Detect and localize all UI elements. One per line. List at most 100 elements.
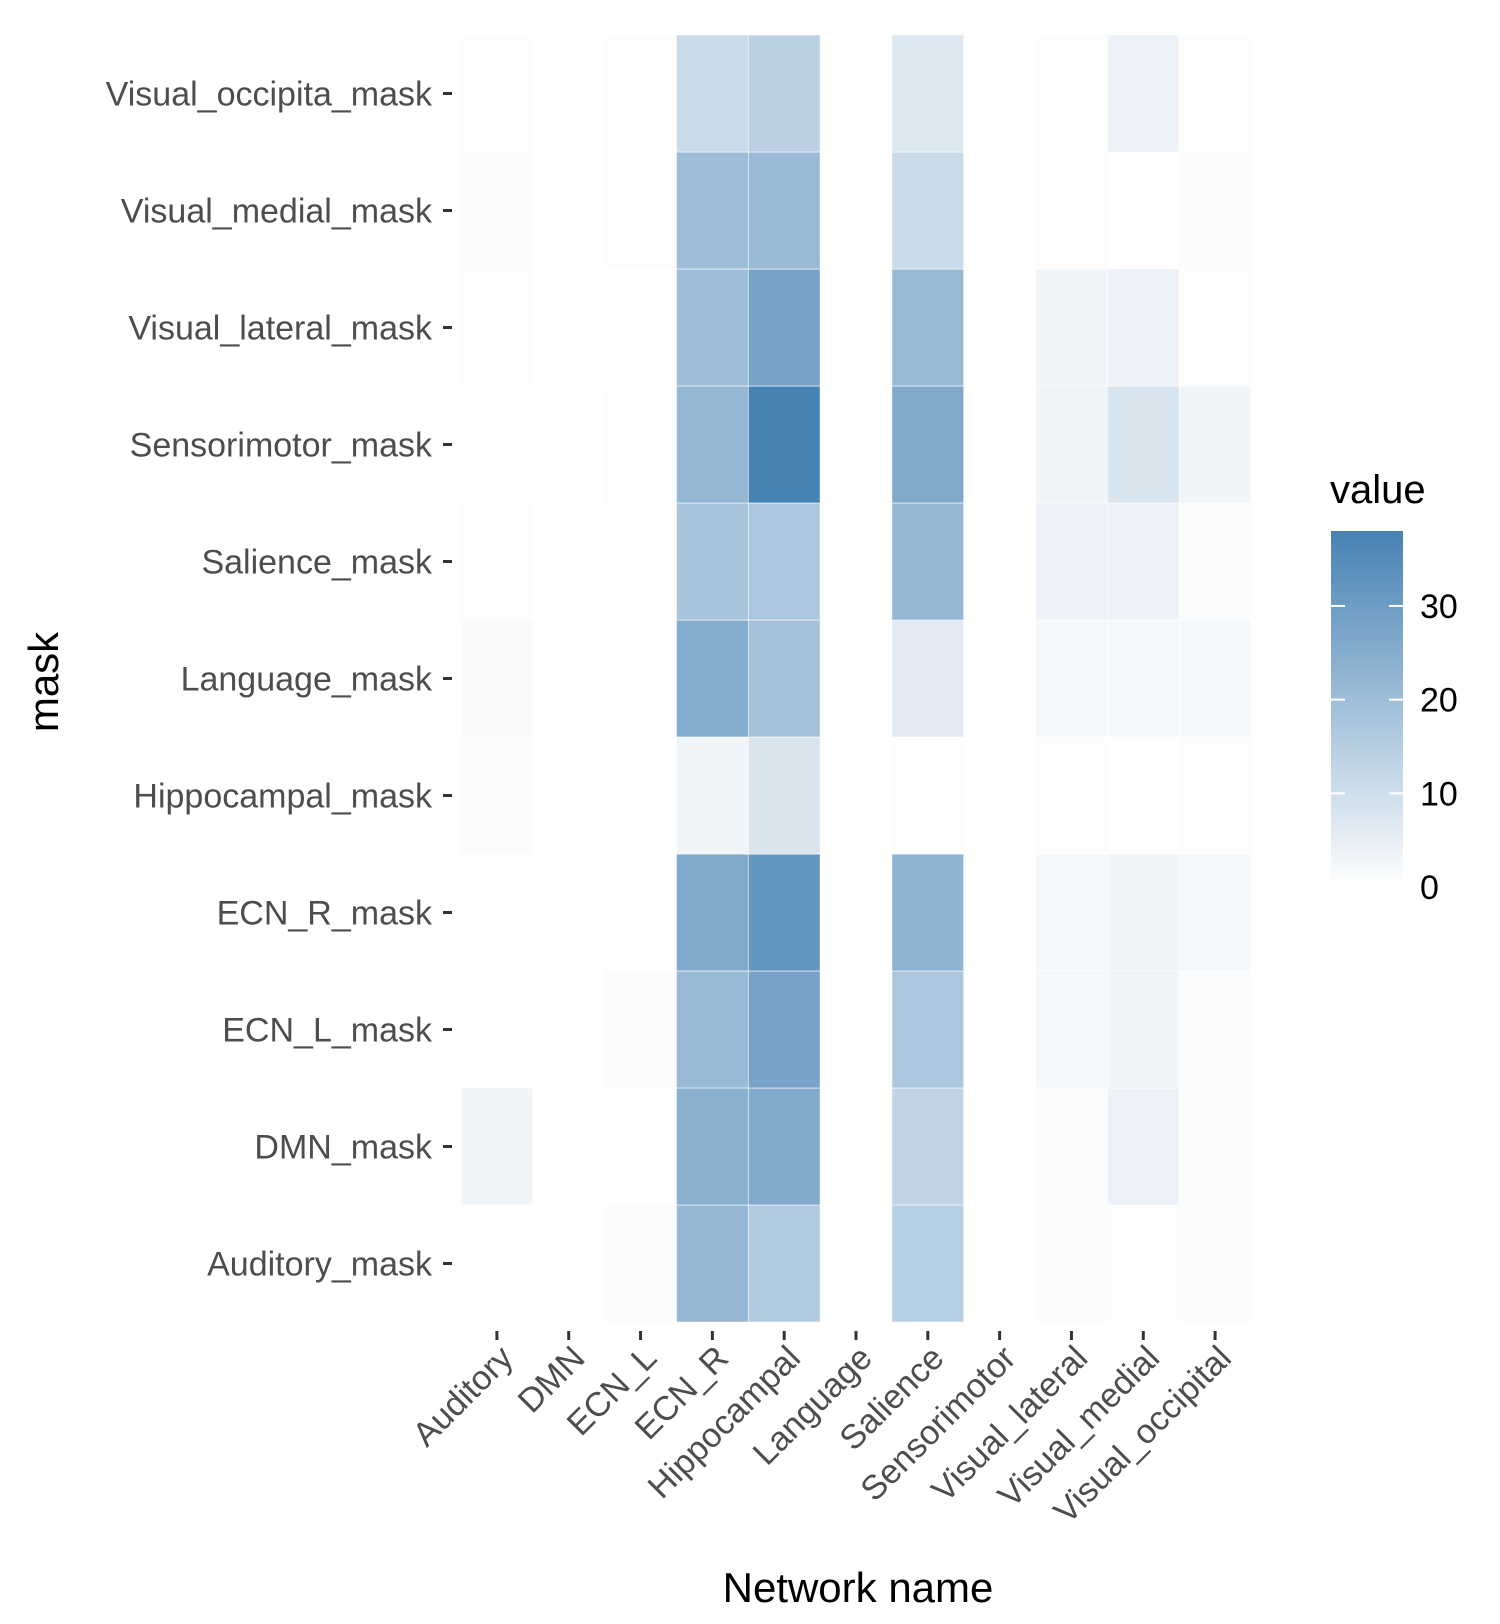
heatmap-cell	[676, 151, 749, 270]
heatmap-cell	[1035, 268, 1108, 387]
heatmap-cell	[1035, 970, 1108, 1089]
heatmap-cell	[1107, 1204, 1180, 1323]
heatmap-cell	[1035, 736, 1108, 855]
x-axis-title: Network name	[723, 1564, 994, 1611]
heatmap-cell	[460, 619, 534, 738]
heatmap-cell	[1178, 1087, 1252, 1206]
heatmap-cell	[676, 619, 749, 738]
legend-tick-label: 20	[1420, 682, 1458, 720]
heatmap-cell	[1035, 34, 1108, 153]
legend-tick-label: 0	[1420, 869, 1439, 907]
heatmap-cell	[1178, 736, 1252, 855]
heatmap-cell	[604, 970, 677, 1089]
heatmap-cell	[747, 1204, 821, 1323]
x-tick-label: Auditory	[405, 1339, 520, 1454]
heatmap-cell	[1035, 619, 1108, 738]
heatmap-cell	[891, 619, 965, 738]
heatmap-cell	[676, 502, 749, 621]
heatmap-cell	[1178, 970, 1252, 1089]
heatmap-cell	[676, 1087, 749, 1206]
heatmap-cell	[747, 1087, 821, 1206]
heatmap-cell	[676, 970, 749, 1089]
heatmap-cell	[676, 385, 749, 504]
heatmap-cell	[1178, 151, 1252, 270]
y-tick-label: Sensorimotor_mask	[130, 427, 433, 465]
y-tick-label: Language_mask	[181, 661, 433, 699]
color-legend: value 0 10 20 30	[1330, 468, 1458, 907]
y-axis-title: mask	[20, 631, 67, 732]
x-axis: AuditoryDMNECN_LECN_RHippocampalLanguage…	[405, 1331, 1239, 1531]
heatmap-cell	[891, 268, 965, 387]
heatmap-cell	[1178, 385, 1252, 504]
heatmap-cell	[1178, 268, 1252, 387]
heatmap-cell	[676, 853, 749, 972]
heatmap-cell	[747, 853, 821, 972]
heatmap-cell	[460, 736, 534, 855]
heatmap-cell	[1178, 502, 1252, 621]
heatmap-cell	[460, 34, 534, 153]
heatmap-cell	[1035, 151, 1108, 270]
heatmap-cell	[1178, 619, 1252, 738]
heatmap-cell	[1035, 1087, 1108, 1206]
heatmap-cell	[604, 34, 677, 153]
heatmap-cell	[891, 970, 965, 1089]
heatmap-cell	[747, 151, 821, 270]
heatmap-cell	[460, 268, 534, 387]
heatmap-cell	[1107, 34, 1180, 153]
heatmap-cell	[747, 34, 821, 153]
heatmap-cell	[747, 385, 821, 504]
heatmap-cell	[891, 34, 965, 153]
heatmap-cell	[1035, 502, 1108, 621]
heatmap-cells	[460, 34, 1252, 1323]
heatmap-cell	[891, 1087, 965, 1206]
y-axis: Auditory_mask DMN_mask ECN_L_mask ECN_R_mas…	[106, 76, 452, 1284]
legend-title: value	[1330, 468, 1426, 512]
heatmap-cell	[1107, 502, 1180, 621]
heatmap-cell	[1107, 1087, 1180, 1206]
heatmap-cell	[1107, 385, 1180, 504]
y-tick-label: ECN_L_mask	[222, 1012, 433, 1050]
heatmap-cell	[1107, 619, 1180, 738]
heatmap-cell	[1107, 970, 1180, 1089]
heatmap-cell	[891, 502, 965, 621]
heatmap-cell	[604, 151, 677, 270]
y-tick-label: Hippocampal_mask	[133, 778, 433, 816]
y-tick-label: Visual_medial_mask	[121, 193, 433, 231]
heatmap-cell	[1035, 385, 1108, 504]
heatmap-cell	[1035, 853, 1108, 972]
y-tick-label: Visual_occipita_mask	[106, 76, 433, 114]
heatmap-cell	[747, 736, 821, 855]
heatmap-cell	[604, 385, 677, 504]
heatmap-cell	[460, 151, 534, 270]
heatmap-cell	[891, 385, 965, 504]
heatmap-cell	[747, 619, 821, 738]
legend-colorbar	[1331, 531, 1403, 887]
heatmap-cell	[676, 268, 749, 387]
heatmap-cell	[747, 502, 821, 621]
heatmap-cell	[460, 1087, 534, 1206]
heatmap-cell	[891, 736, 965, 855]
heatmap-cell	[1107, 268, 1180, 387]
legend-tick-label: 10	[1420, 775, 1458, 813]
y-tick-label: Visual_lateral_mask	[128, 310, 433, 348]
y-tick-label: DMN_mask	[254, 1129, 433, 1167]
heatmap-cell	[747, 268, 821, 387]
y-tick-label: ECN_R_mask	[217, 895, 433, 933]
heatmap-cell	[1178, 34, 1252, 153]
heatmap-cell	[891, 853, 965, 972]
heatmap-cell	[460, 502, 534, 621]
heatmap-cell	[1178, 1204, 1252, 1323]
heatmap-cell	[891, 151, 965, 270]
heatmap-cell	[891, 1204, 965, 1323]
y-tick-label: Auditory_mask	[207, 1246, 433, 1284]
heatmap-cell	[604, 1204, 677, 1323]
heatmap-cell	[1107, 853, 1180, 972]
heatmap-cell	[1035, 1204, 1108, 1323]
heatmap-cell	[676, 736, 749, 855]
heatmap-cell	[676, 34, 749, 153]
legend-tick-label: 30	[1420, 588, 1458, 626]
heatmap-cell	[1178, 853, 1252, 972]
y-tick-label: Salience_mask	[201, 544, 433, 582]
heatmap-cell	[676, 1204, 749, 1323]
